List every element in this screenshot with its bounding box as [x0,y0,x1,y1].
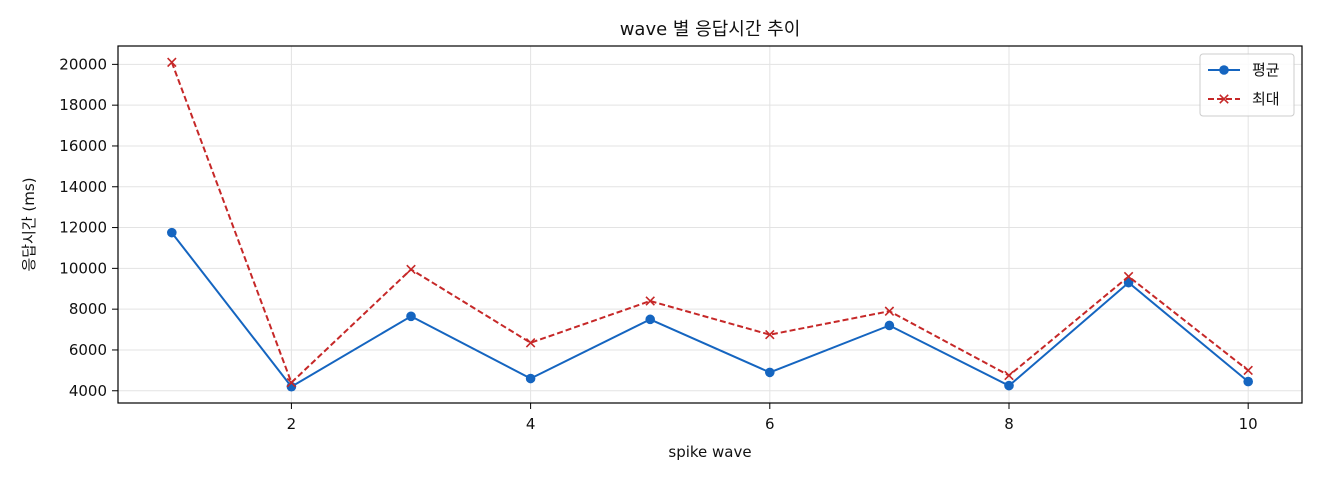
data-point [1123,271,1134,282]
x-tick-label: 2 [287,415,297,433]
y-tick-label: 18000 [59,96,107,114]
y-tick-label: 12000 [59,219,107,237]
x-axis-title: spike wave [668,443,751,461]
data-point [406,311,416,322]
data-point [884,306,895,316]
legend-label: 최대 [1252,90,1280,108]
data-point [1243,365,1253,376]
series-1 [167,227,1253,392]
legend-marker [1219,65,1229,75]
y-tick-label: 8000 [69,300,107,318]
y-tick-label: 10000 [59,259,107,277]
x-tick-label: 8 [1004,415,1014,433]
x-tick-label: 4 [526,415,536,433]
series-layer [167,57,1253,392]
series-line [170,61,1249,384]
y-tick-label: 4000 [69,382,107,400]
y-tick-label: 6000 [69,341,107,359]
axis-ticks: 2 4 6 8 10 4000 6000 8000 10000 12000 14000 16000 18… [59,55,1257,433]
legend-marker [1219,94,1229,104]
legend-item: 최대 [1208,90,1280,108]
chart-title: wave 별 응답시간 추이 [620,19,801,40]
y-tick-label: 14000 [59,178,107,196]
data-point [525,338,536,348]
data-point [764,367,775,378]
data-point [645,296,655,306]
x-tick-label: 6 [765,415,775,433]
data-point [765,329,775,340]
data-point [286,377,297,388]
data-point [1243,376,1253,387]
y-axis-title: 응답시간 (ms) [20,177,38,271]
series-2 [167,57,1253,388]
data-point [645,314,656,325]
data-point [884,320,895,331]
data-point [1004,380,1014,391]
data-point [167,57,177,68]
data-point [167,227,177,238]
plot-area-frame [117,45,1303,404]
y-tick-label: 16000 [59,137,107,155]
grid [118,46,1302,403]
data-point [1004,370,1014,381]
series-line [171,232,1249,388]
data-point [406,264,416,275]
data-point [1123,277,1134,288]
legend-label: 평균 [1252,61,1280,79]
legend-item: 평균 [1208,61,1280,79]
y-tick-label: 20000 [59,55,107,73]
legend-box [1199,53,1295,117]
data-point [525,373,536,384]
x-tick-label: 10 [1239,415,1258,433]
